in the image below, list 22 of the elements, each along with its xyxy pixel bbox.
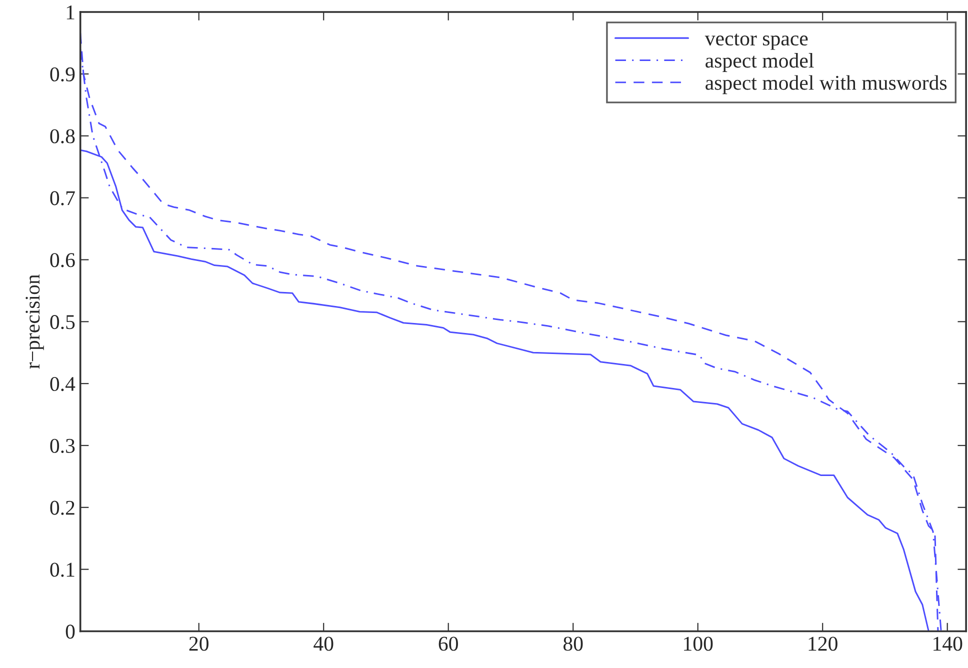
x-tick-label: 40 <box>314 636 334 651</box>
y-tick-label: 0.4 <box>50 376 76 392</box>
y-tick-label: 0.3 <box>50 438 75 454</box>
legend-label: vector space <box>704 34 808 50</box>
x-tick-label: 100 <box>684 636 713 651</box>
y-tick-label: 0.5 <box>50 315 75 330</box>
y-tick-label: 1 <box>66 6 74 20</box>
x-tick-label: 120 <box>808 636 838 651</box>
y-tick-label: 0.8 <box>50 129 75 144</box>
y-axis-title: r−precision <box>26 274 44 369</box>
x-tick-label: 20 <box>189 636 208 651</box>
x-tick-label: 140 <box>934 636 962 651</box>
y-tick-label: 0 <box>66 624 75 639</box>
legend-label: aspect model <box>706 53 814 72</box>
x-tick-label: 60 <box>438 636 458 651</box>
legend-label: aspect model with muswords <box>706 75 947 94</box>
y-tick-label: 0.6 <box>50 253 75 268</box>
y-tick-label: 0.1 <box>50 562 74 577</box>
y-tick-label: 0.2 <box>50 500 74 515</box>
y-tick-label: 0.9 <box>50 67 75 82</box>
x-tick-label: 80 <box>563 636 583 651</box>
y-tick-label: 0.7 <box>50 191 75 206</box>
